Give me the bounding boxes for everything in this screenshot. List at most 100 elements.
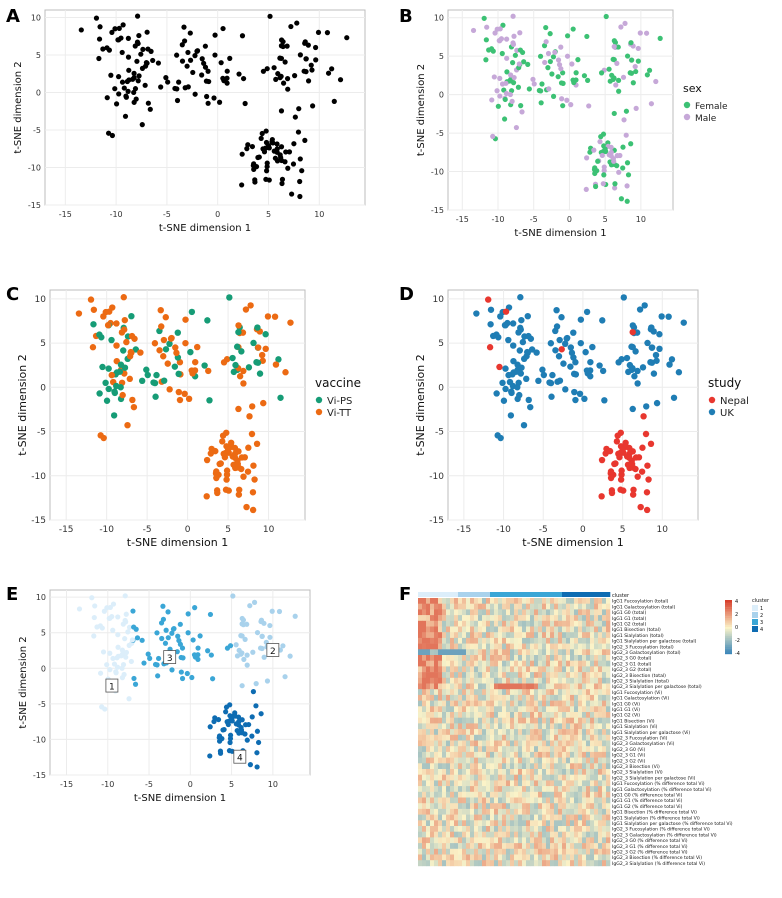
heatmap-cell [546,797,551,804]
heatmap-cell [422,848,427,855]
colorscale-tick: 0 [735,625,738,631]
heatmap-cell [442,860,447,867]
heatmap-cell [486,820,491,827]
heatmap-cell [570,786,575,793]
data-point [123,338,130,346]
heatmap-cell [522,751,527,758]
y-tick-label: -5 [435,428,444,438]
heatmap-cell [510,740,515,747]
heatmap-cell [586,831,591,838]
heatmap-cell [578,632,583,639]
x-tick-label: 10 [636,215,646,224]
data-point [635,45,641,52]
heatmap-cell [570,803,575,810]
heatmap-cell [538,808,543,815]
heatmap-cell [430,666,435,673]
heatmap-cell [538,643,543,650]
heatmap-row-label: IgG1 Fucosylation (Vi) [612,690,662,696]
heatmap-cell [566,637,571,644]
heatmap-cell [578,734,583,741]
heatmap-cell [526,706,531,713]
heatmap-cell [582,609,587,616]
cluster-header-cell [466,592,471,597]
heatmap-cell [554,814,559,821]
data-point [145,651,151,657]
data-point [115,74,122,80]
data-point [143,60,150,66]
heatmap-cell [510,769,515,775]
heatmap-cell [494,797,499,804]
heatmap-cell [490,632,495,639]
data-point [267,13,273,19]
heatmap-cell [466,717,471,724]
heatmap-cell [478,837,483,844]
heatmap-cell [478,660,483,667]
data-point [533,349,540,356]
heatmap-cell [482,700,487,707]
heatmap-cell [530,803,535,810]
data-point [296,106,302,112]
heatmap-cell [550,814,555,821]
heatmap-cell [554,609,559,616]
heatmap-cell [422,637,427,644]
heatmap-cell [446,620,451,627]
heatmap-cell [594,769,599,775]
heatmap-cell [562,598,567,604]
heatmap-cell [442,814,447,821]
heatmap-cell [462,751,467,758]
heatmap-cell [446,603,451,610]
heatmap-cell [442,780,447,787]
data-point [174,329,182,336]
heatmap-row-label: IgG1 G0 (total) [612,610,646,616]
heatmap-cell [458,734,463,741]
heatmap-cell [422,660,427,667]
heatmap-cell [538,729,543,736]
heatmap-cell [450,791,455,798]
heatmap-cell [606,848,611,855]
heatmap-cell [574,694,579,701]
heatmap-cell [426,774,431,781]
heatmap-cell [550,626,555,633]
heatmap-cell [446,774,451,781]
heatmap-cell [450,751,455,758]
data-point [254,344,262,351]
heatmap-cell [526,632,531,639]
heatmap-cell [518,700,523,707]
heatmap-cell [450,837,455,844]
data-point [613,82,619,88]
heatmap-cell [586,632,591,639]
heatmap-cell [510,706,515,713]
data-point [302,39,308,45]
heatmap-cell [454,723,459,730]
heatmap-cell [518,746,523,753]
heatmap-cell [506,740,511,747]
heatmap-cell [462,603,467,610]
heatmap-cell [514,672,519,679]
data-point [239,615,245,622]
heatmap-cell [594,757,599,764]
heatmap-cell [526,689,531,696]
heatmap-cell [546,763,551,770]
heatmap-cell [470,706,475,713]
panel-letter-D: D [399,284,414,305]
data-point [626,454,633,461]
data-point [324,30,331,36]
heatmap-row-label: IgG1 Bisection (% difference total Vi) [612,810,697,816]
heatmap-cell [534,763,539,770]
heatmap-cell [550,632,555,639]
heatmap-cell [598,603,603,610]
heatmap-cell [450,694,455,701]
data-point [632,63,638,70]
data-point [244,468,252,475]
heatmap-cell [586,751,591,758]
cluster-header-cell [526,592,531,597]
heatmap-cell [534,712,539,718]
heatmap-cell [526,774,531,781]
data-point [211,718,217,725]
heatmap-cell [482,706,487,713]
heatmap-cell [538,826,543,832]
heatmap-cell [518,723,523,730]
heatmap-cell [418,757,423,764]
heatmap-cell [478,831,483,838]
heatmap-cell [570,843,575,850]
